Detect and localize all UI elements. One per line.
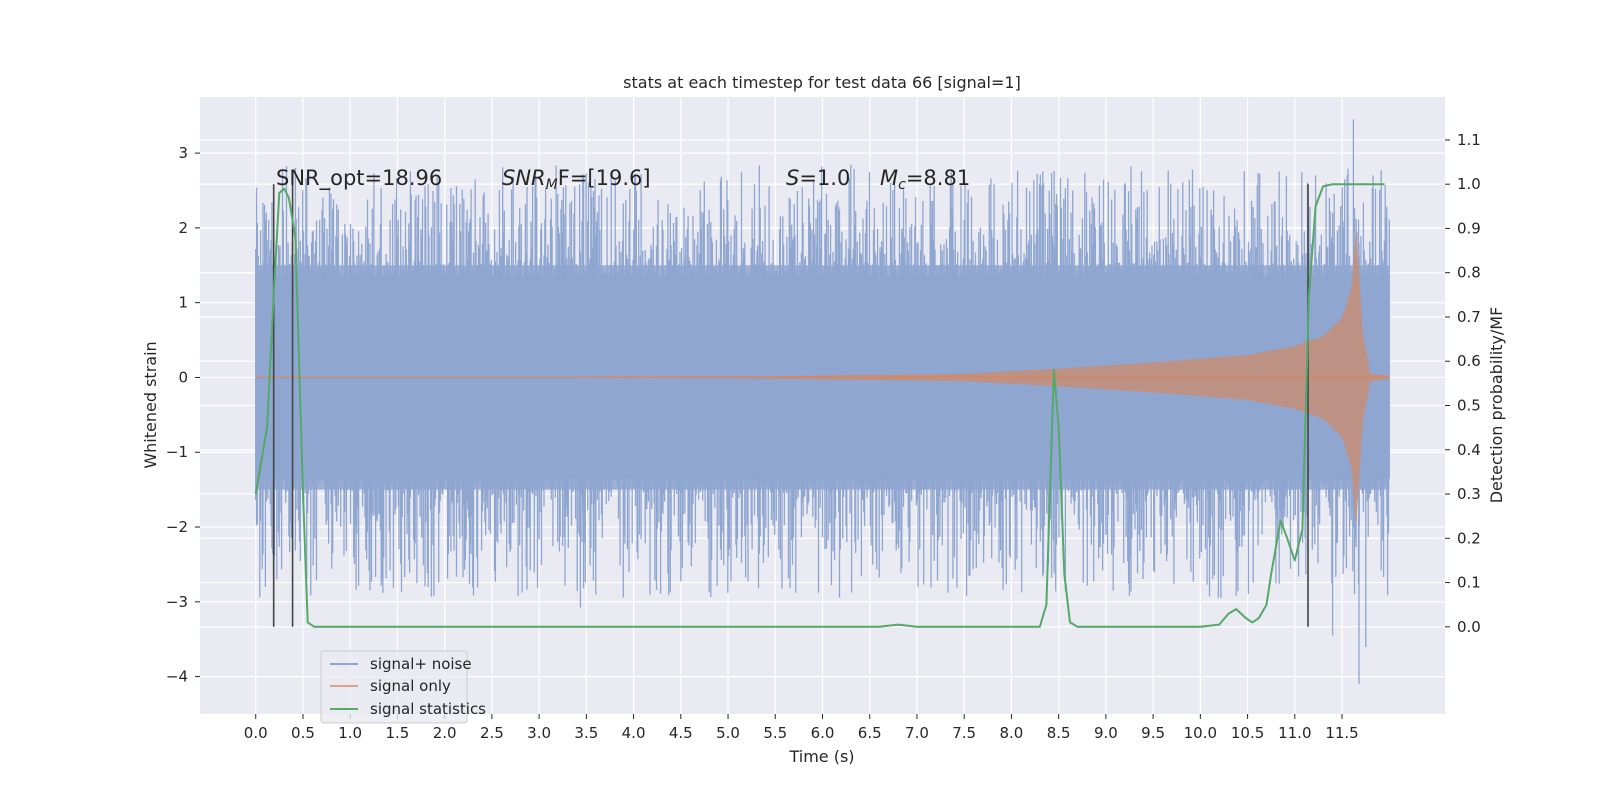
annotation-value: =1.0 [799,166,850,190]
x-tick-label: 8.5 [1047,724,1071,742]
x-tick-label: 1.5 [385,724,409,742]
annotation-text: SNR_opt=18.96 [276,166,442,191]
annotation-symbol: S [786,166,799,190]
annotation-part: SNR_opt=18.96 [276,166,442,191]
y-tick-label: 2 [178,219,188,237]
y-tick-label: 1 [178,294,188,312]
y2-tick-label: 0.1 [1457,574,1481,592]
x-tick-label: 9.5 [1141,724,1165,742]
x-tick-label: 7.5 [952,724,976,742]
y2-axis-label: Detection probability/MF [1487,307,1506,504]
x-axis-label: Time (s) [788,747,854,766]
x-tick-label: 10.0 [1184,724,1217,742]
y-axis-label: Whitened strain [141,341,160,468]
annotation-symbol: M [880,166,898,190]
x-tick-label: 7.0 [905,724,929,742]
y-tick-label: 3 [178,144,188,162]
y-tick-label: −1 [166,443,188,461]
x-tick-label: 9.0 [1094,724,1118,742]
annotation-subscript: M [546,177,558,193]
y-tick-label: −2 [166,518,188,536]
legend-label-noise: signal+ noise [370,655,472,673]
x-tick-label: 11.5 [1325,724,1358,742]
annotation-text: SNRMF=[19.6] [502,166,651,193]
x-tick-label: 3.0 [527,724,551,742]
x-tick-label: 2.5 [480,724,504,742]
annotation-value: F=[19.6] [558,166,651,190]
y2-tick-label: 0.3 [1457,485,1481,503]
legend-box [320,650,468,724]
x-tick-label: 3.5 [574,724,598,742]
legend: signal+ noise signal only signal statist… [320,650,486,724]
legend-label-stats: signal statistics [370,700,486,718]
y2-tick-label: 0.7 [1457,308,1481,326]
x-tick-label: 2.0 [433,724,457,742]
legend-label-signal: signal only [370,677,451,695]
x-tick-label: 5.0 [716,724,740,742]
x-tick-label: 10.5 [1231,724,1264,742]
stats-line [254,183,1385,628]
annotation-text: Mc=8.81 [880,166,970,193]
y2-tick-label: 0.6 [1457,352,1481,370]
x-tick-label: 5.5 [763,724,787,742]
x-tick-label: 0.0 [244,724,268,742]
annotation-subscript: c [898,177,906,193]
series-signal-only [255,227,1390,527]
y2-tick-label: 0.0 [1457,618,1481,636]
series-signal-statistics [254,183,1385,628]
y2-tick-label: 0.9 [1457,219,1481,237]
axis-ticks: 0.0 0.5 1.0 1.5 2.0 2.5 3.0 3.5 4.0 4.5 5.0 5.5 6.0 6… [166,131,1481,742]
y-tick-label: −3 [166,593,188,611]
y2-tick-label: 0.5 [1457,397,1481,415]
y2-tick-label: 0.4 [1457,441,1481,459]
x-tick-label: 11.0 [1278,724,1311,742]
x-tick-label: 6.0 [811,724,835,742]
y-tick-label: −4 [166,668,188,686]
y2-tick-label: 0.8 [1457,264,1481,282]
x-tick-label: 6.5 [858,724,882,742]
x-tick-label: 4.5 [669,724,693,742]
x-tick-label: 0.5 [291,724,315,742]
y-tick-label: 0 [178,368,188,386]
vertical-markers [272,184,1309,627]
y2-tick-label: 1.0 [1457,175,1481,193]
annotation-value: =8.81 [906,166,970,190]
annotations: SNR_opt=18.96 SNRMF=[19.6] S=1.0 Mc=8.81 [276,166,970,193]
x-tick-label: 8.0 [999,724,1023,742]
chart-title: stats at each timestep for test data 66 … [623,73,1021,92]
x-tick-label: 4.0 [622,724,646,742]
y2-tick-label: 1.1 [1457,131,1481,149]
y2-tick-label: 0.2 [1457,529,1481,547]
annotation-text: S=1.0 [786,166,850,190]
x-tick-label: 1.0 [338,724,362,742]
annotation-symbol: SNR [502,166,546,190]
